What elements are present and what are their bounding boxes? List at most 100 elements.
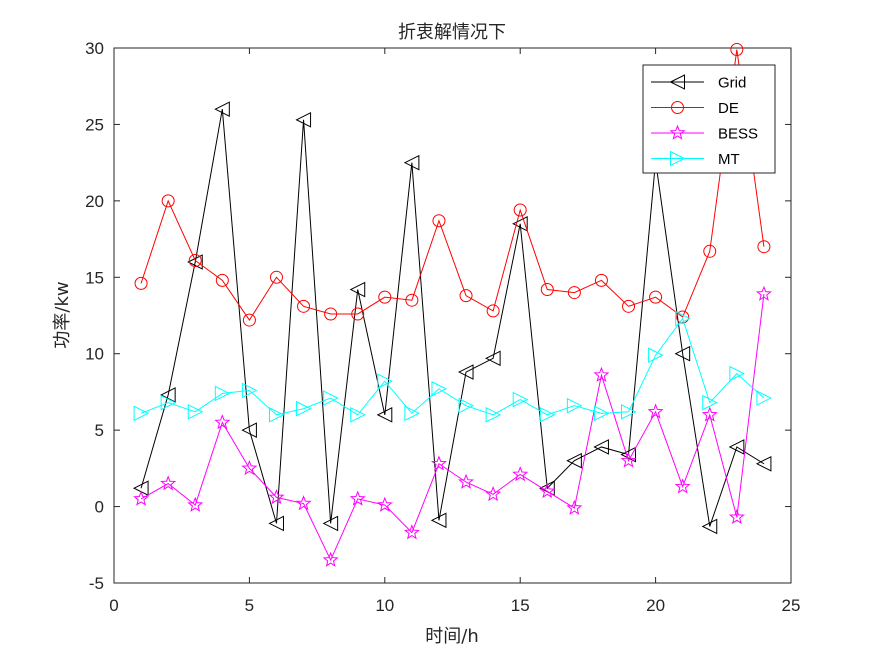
data-point-mt bbox=[268, 407, 285, 423]
data-point-mt bbox=[512, 391, 529, 408]
data-point-mt bbox=[296, 400, 312, 417]
series-line-grid bbox=[140, 109, 765, 527]
y-tick-label: 10 bbox=[85, 345, 104, 364]
data-point-mt bbox=[729, 365, 745, 382]
data-point-bess bbox=[593, 366, 610, 382]
data-point-bess bbox=[160, 475, 177, 491]
data-point-grid bbox=[674, 345, 691, 362]
data-point-de bbox=[297, 299, 311, 313]
data-point-grid bbox=[376, 407, 393, 423]
data-point-bess bbox=[512, 466, 529, 482]
data-point-mt bbox=[566, 397, 583, 414]
data-point-grid bbox=[728, 439, 745, 455]
data-point-mt bbox=[621, 403, 637, 420]
data-point-grid bbox=[566, 452, 582, 469]
y-axis-label: 功率/kw bbox=[52, 281, 73, 348]
series-de bbox=[134, 43, 771, 327]
data-point-de bbox=[378, 290, 392, 304]
data-point-bess bbox=[701, 406, 718, 422]
legend-box bbox=[642, 64, 776, 174]
x-axis-label: 时间/h bbox=[425, 626, 478, 647]
legend-label: MT bbox=[718, 151, 740, 168]
data-point-de bbox=[730, 43, 744, 57]
legend-entry-de: DE bbox=[651, 100, 739, 117]
legend-entry-bess: BESS bbox=[651, 124, 758, 143]
data-point-de bbox=[351, 307, 365, 321]
data-point-de bbox=[540, 283, 554, 297]
chart-title: 折衷解情况下 bbox=[398, 22, 506, 43]
data-point-grid bbox=[485, 350, 501, 367]
x-tick-label: 0 bbox=[109, 596, 118, 615]
data-point-bess bbox=[485, 485, 502, 502]
legend-label: Grid bbox=[718, 75, 746, 92]
x-tick-label: 10 bbox=[375, 596, 394, 615]
data-point-bess bbox=[349, 490, 366, 506]
data-point-bess bbox=[539, 482, 556, 499]
data-point-bess bbox=[430, 455, 447, 471]
data-point-mt bbox=[485, 407, 502, 423]
series-layer bbox=[132, 43, 773, 567]
x-tick-label: 20 bbox=[646, 596, 665, 615]
data-point-mt bbox=[350, 407, 366, 423]
data-point-mt bbox=[133, 405, 150, 422]
data-point-bess bbox=[620, 452, 637, 468]
y-axis: -5 0 5 10 15 20 25 30 bbox=[85, 39, 791, 593]
data-point-mt bbox=[323, 390, 339, 406]
legend-marker-de bbox=[671, 101, 684, 114]
x-tick-label: 5 bbox=[245, 596, 254, 615]
data-point-bess bbox=[214, 414, 231, 430]
data-point-mt bbox=[593, 405, 610, 422]
data-point-bess bbox=[403, 524, 420, 540]
legend-marker-mt bbox=[670, 150, 686, 167]
y-tick-label: 15 bbox=[85, 268, 104, 287]
series-mt bbox=[133, 310, 773, 423]
data-point-de bbox=[567, 286, 581, 300]
data-point-bess bbox=[647, 403, 664, 419]
series-grid bbox=[132, 101, 772, 535]
data-point-grid bbox=[430, 512, 447, 529]
data-point-de bbox=[134, 276, 148, 290]
data-point-grid bbox=[755, 455, 772, 472]
x-axis: 0 5 10 15 20 25 bbox=[109, 48, 800, 615]
series-bess bbox=[133, 285, 772, 567]
y-tick-label: 0 bbox=[95, 498, 104, 517]
legend-entry-grid: Grid bbox=[651, 74, 746, 92]
data-point-mt bbox=[539, 407, 556, 423]
x-tick-label: 15 bbox=[511, 596, 530, 615]
y-tick-label: 25 bbox=[85, 115, 104, 134]
y-tick-label: 30 bbox=[85, 39, 104, 58]
data-point-de bbox=[649, 290, 663, 304]
data-point-bess bbox=[728, 508, 745, 525]
data-point-de bbox=[459, 289, 473, 303]
legend-label: BESS bbox=[718, 126, 758, 143]
y-tick-label: 20 bbox=[85, 192, 104, 211]
data-point-grid bbox=[160, 387, 176, 403]
data-point-mt bbox=[214, 385, 231, 402]
data-point-mt bbox=[187, 403, 204, 420]
data-point-de bbox=[269, 270, 283, 284]
data-point-bess bbox=[376, 496, 393, 512]
data-point-de bbox=[486, 304, 500, 318]
series-line-mt bbox=[140, 317, 765, 416]
data-point-de bbox=[405, 293, 419, 307]
data-point-bess bbox=[268, 489, 285, 505]
data-point-grid bbox=[512, 215, 528, 232]
data-point-mt bbox=[404, 405, 420, 422]
data-point-de bbox=[622, 299, 636, 313]
data-point-mt bbox=[241, 382, 258, 399]
y-tick-label: 5 bbox=[95, 421, 104, 440]
data-point-grid bbox=[187, 254, 203, 270]
series-line-bess bbox=[140, 294, 765, 562]
legend-label: DE bbox=[718, 100, 739, 117]
x-tick-label: 25 bbox=[782, 596, 801, 615]
data-point-de bbox=[188, 253, 202, 267]
data-point-de bbox=[594, 273, 608, 287]
data-point-mt bbox=[675, 310, 691, 327]
data-point-grid bbox=[214, 101, 230, 117]
data-point-de bbox=[703, 244, 717, 258]
data-point-mt bbox=[702, 394, 718, 411]
data-point-grid bbox=[241, 422, 257, 438]
data-point-bess bbox=[133, 490, 150, 506]
data-point-mt bbox=[648, 347, 664, 364]
